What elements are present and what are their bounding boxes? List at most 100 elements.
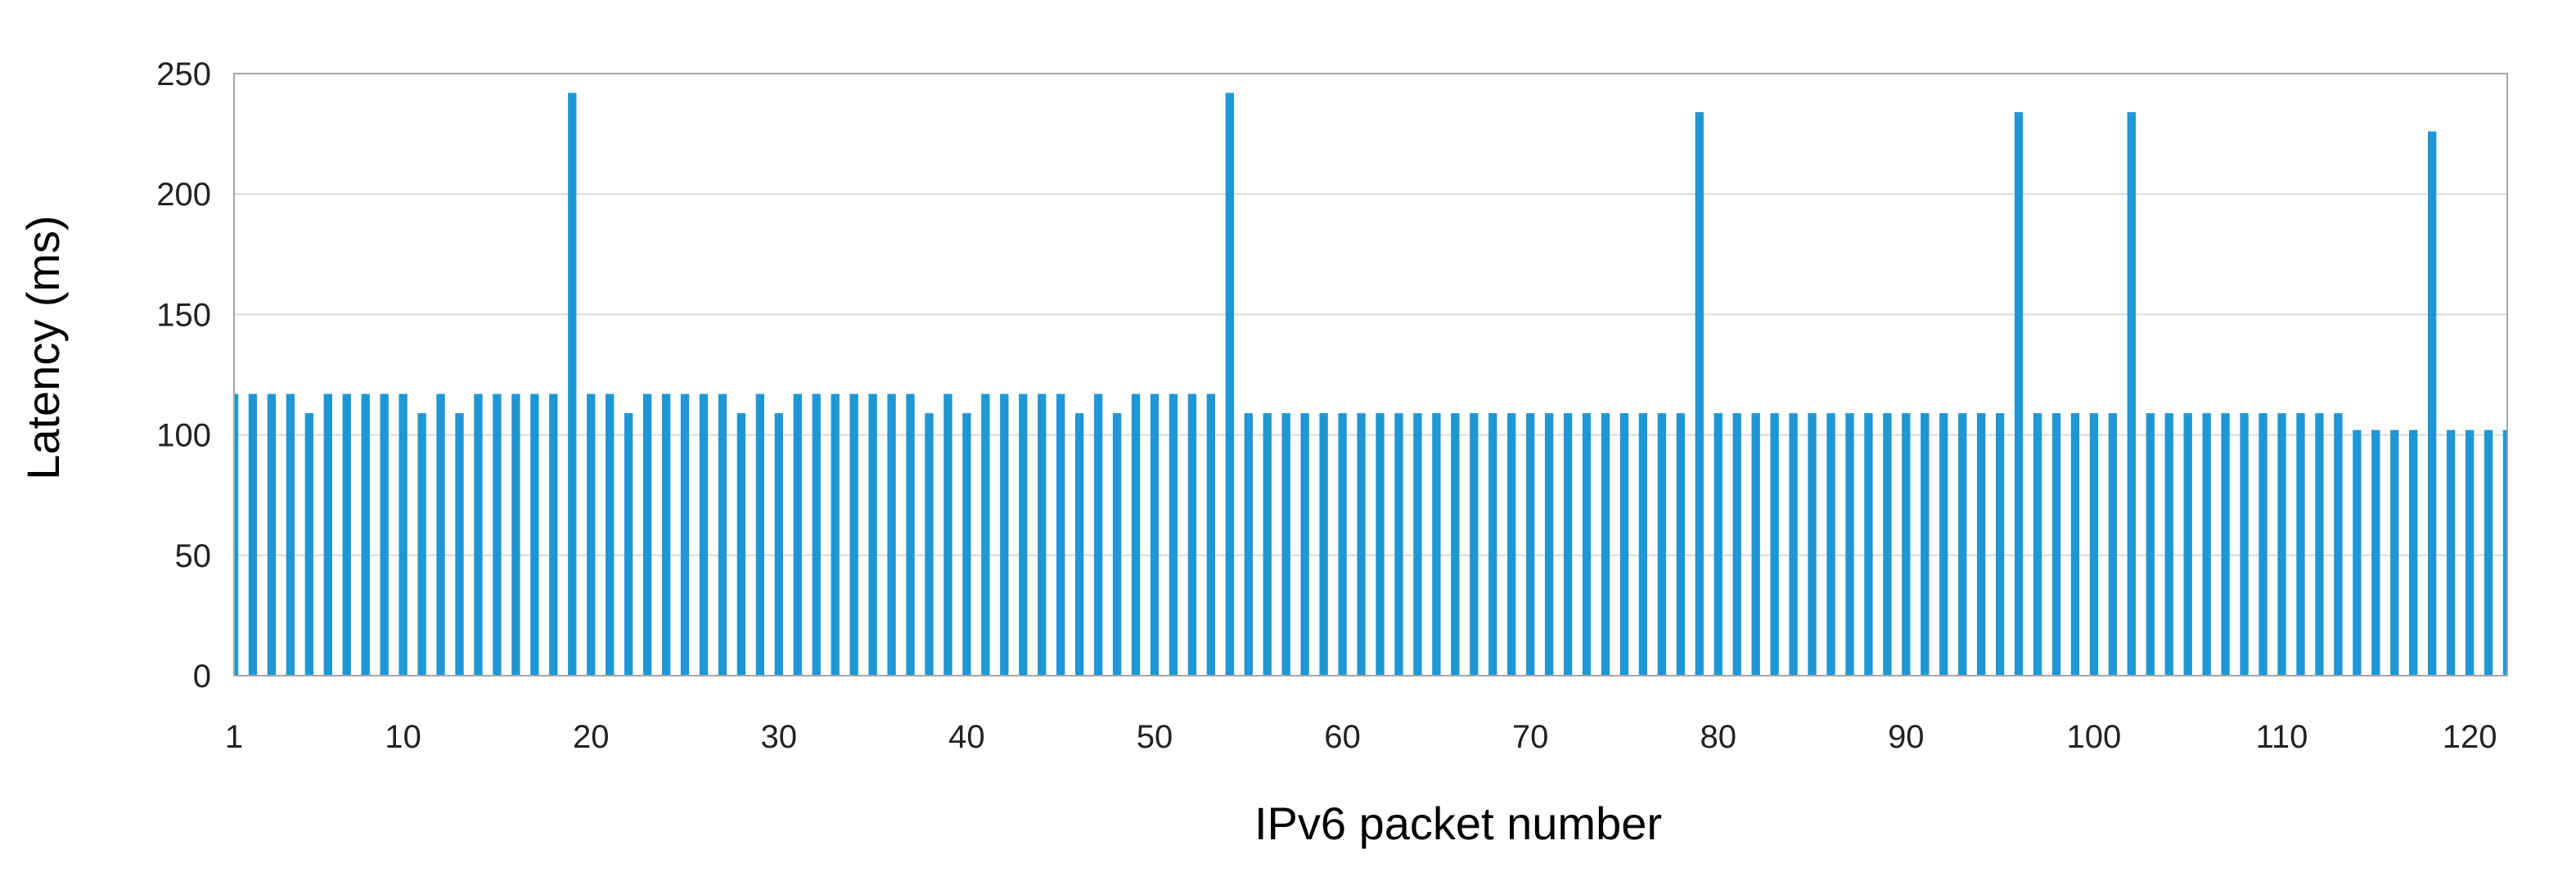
bar-packet-100 — [2089, 413, 2099, 676]
x-tick-label: 110 — [2256, 719, 2308, 755]
bar-packet-10 — [399, 393, 408, 676]
bar-packet-51 — [1169, 393, 1178, 676]
bar-packet-87 — [1845, 413, 1854, 676]
bar-packet-38 — [925, 413, 934, 676]
bar-packet-105 — [2183, 413, 2192, 676]
bar-packet-122 — [2502, 429, 2507, 676]
bar-packet-71 — [1544, 413, 1554, 676]
bar-packet-108 — [2240, 413, 2249, 676]
y-tick-label: 150 — [156, 297, 211, 333]
bar-packet-42 — [1000, 393, 1009, 676]
bar-packet-118 — [2427, 131, 2437, 676]
bar-packet-20 — [587, 393, 596, 676]
bar-packet-92 — [1939, 413, 1948, 676]
bar-packet-115 — [2371, 429, 2380, 676]
bar-packet-84 — [1789, 413, 1798, 676]
bar-packet-109 — [2259, 413, 2268, 676]
bar-packet-75 — [1619, 413, 1629, 676]
bar-packet-103 — [2146, 413, 2155, 676]
bar-packet-25 — [680, 393, 690, 676]
bar-packet-5 — [304, 413, 314, 676]
bar-packet-31 — [793, 393, 802, 676]
bar-packet-63 — [1394, 413, 1403, 676]
bar-packet-14 — [474, 393, 483, 676]
bar-packet-101 — [2108, 413, 2118, 676]
bar-packet-114 — [2353, 429, 2362, 676]
bar-packet-17 — [530, 393, 539, 676]
bar-packet-44 — [1038, 393, 1047, 676]
bar-packet-94 — [1976, 413, 1986, 676]
bar-packet-32 — [812, 393, 821, 676]
bar-packet-79 — [1695, 112, 1704, 676]
bar-packet-74 — [1601, 413, 1610, 676]
bar-packet-22 — [624, 413, 633, 676]
bar-packet-59 — [1319, 413, 1328, 676]
bar-packet-33 — [831, 393, 840, 676]
bar-packet-43 — [1019, 393, 1028, 676]
x-tick-label: 80 — [1700, 719, 1736, 755]
x-tick-label: 20 — [573, 719, 610, 755]
bar-packet-21 — [606, 393, 615, 676]
bar-packet-64 — [1413, 413, 1422, 676]
x-tick-label: 100 — [2067, 719, 2122, 755]
bar-packet-47 — [1093, 393, 1103, 676]
bar-packet-86 — [1826, 413, 1835, 676]
x-tick-label: 30 — [761, 719, 798, 755]
bar-packet-27 — [718, 393, 727, 676]
bar-packet-70 — [1525, 413, 1535, 676]
bar-packet-60 — [1338, 413, 1347, 676]
bar-packet-69 — [1507, 413, 1516, 676]
bar-packet-61 — [1357, 413, 1366, 676]
bar-packet-57 — [1281, 413, 1290, 676]
bar-packet-117 — [2409, 429, 2418, 676]
bar-packet-1 — [234, 393, 239, 676]
bar-packet-34 — [849, 393, 858, 676]
bar-packet-98 — [2051, 413, 2061, 676]
x-tick-label: 90 — [1888, 719, 1925, 755]
bar-packet-2 — [248, 393, 258, 676]
y-tick-label: 0 — [193, 659, 211, 694]
bar-packet-112 — [2315, 413, 2324, 676]
y-tick-label: 250 — [156, 56, 211, 92]
x-tick-label: 120 — [2443, 719, 2497, 755]
bar-packet-56 — [1263, 413, 1272, 676]
bar-packet-88 — [1864, 413, 1873, 676]
bar-packet-16 — [511, 393, 520, 676]
bar-packet-13 — [455, 413, 464, 676]
bar-packet-15 — [493, 393, 502, 676]
bar-packet-111 — [2296, 413, 2305, 676]
bar-packet-91 — [1921, 413, 1930, 676]
bar-packet-29 — [755, 393, 765, 676]
bar-packet-30 — [774, 413, 783, 676]
bar-packet-35 — [868, 393, 877, 676]
bar-packet-37 — [906, 393, 915, 676]
bar-packet-45 — [1056, 393, 1065, 676]
bar-packet-24 — [661, 393, 671, 676]
y-axis-title: Latency (ms) — [17, 215, 69, 480]
bar-packet-50 — [1150, 393, 1160, 676]
bar-packet-102 — [2127, 112, 2136, 676]
bar-packet-120 — [2465, 429, 2475, 676]
bar-packet-110 — [2277, 413, 2286, 676]
bar-packet-4 — [286, 393, 295, 676]
bar-packet-89 — [1883, 413, 1892, 676]
x-tick-label: 10 — [385, 719, 421, 755]
bar-packet-80 — [1714, 413, 1723, 676]
bar-packet-48 — [1112, 413, 1122, 676]
bar-packet-39 — [943, 393, 952, 676]
y-tick-labels: 0 50 100 150 200 250 — [156, 56, 211, 694]
x-tick-label: 70 — [1512, 719, 1549, 755]
bar-packet-9 — [380, 393, 389, 676]
bar-packet-65 — [1432, 413, 1441, 676]
bar-packet-23 — [642, 393, 652, 676]
bar-packet-28 — [736, 413, 746, 676]
bar-packet-41 — [981, 393, 990, 676]
bar-packet-121 — [2484, 429, 2493, 676]
bar-packet-46 — [1074, 413, 1084, 676]
bar-packet-26 — [699, 393, 709, 676]
bar-packet-7 — [342, 393, 351, 676]
bar-packet-6 — [323, 393, 332, 676]
bar-packet-90 — [1902, 413, 1911, 676]
x-tick-labels: 1 10 20 30 40 50 60 70 80 90 100 110 120 — [225, 719, 2497, 755]
